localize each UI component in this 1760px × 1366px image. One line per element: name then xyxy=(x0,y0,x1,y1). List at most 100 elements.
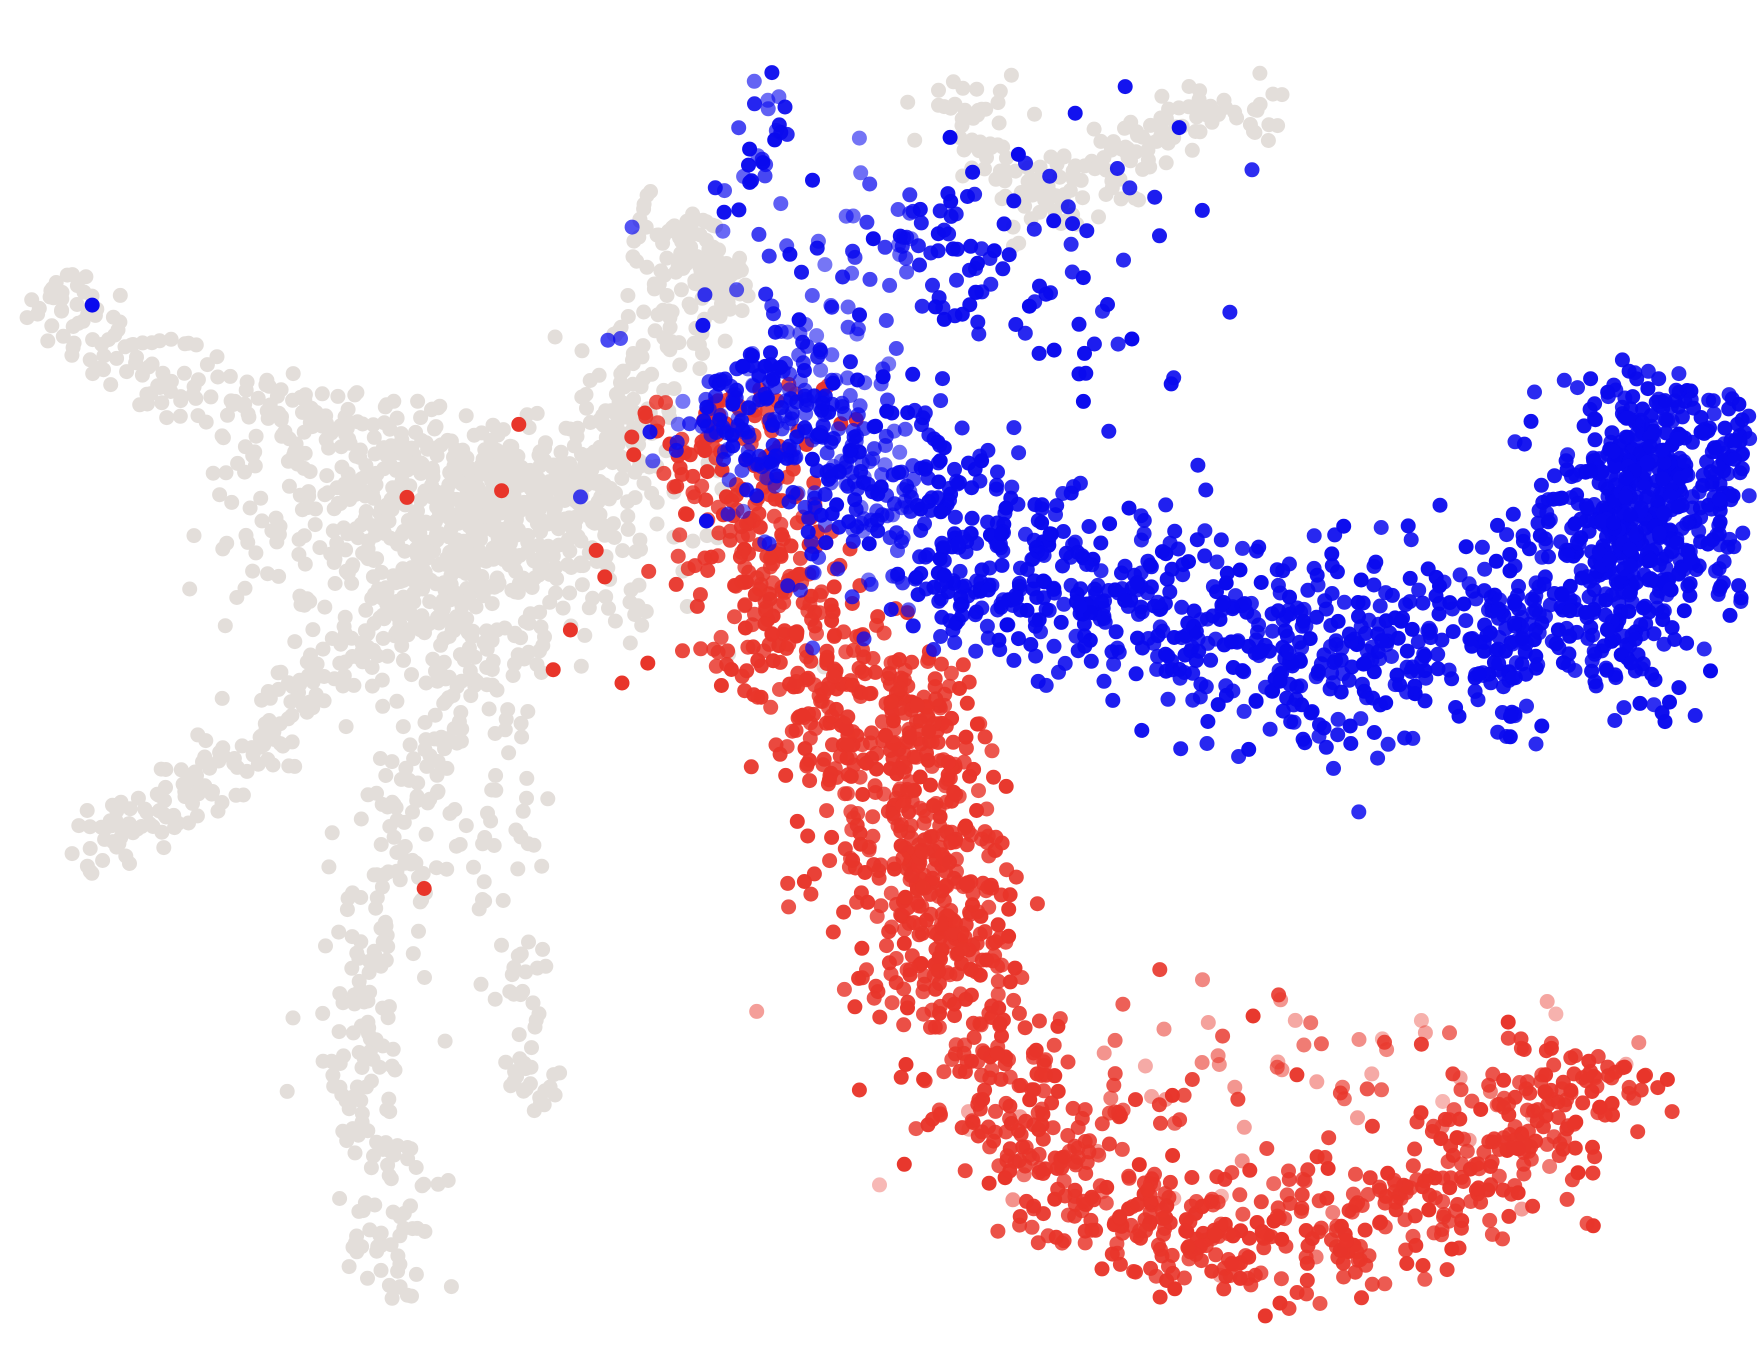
data-point xyxy=(1207,1226,1223,1242)
data-point xyxy=(1507,1119,1523,1135)
data-point xyxy=(501,523,517,539)
data-point xyxy=(1195,972,1210,988)
data-point xyxy=(381,1277,397,1293)
data-point xyxy=(979,150,994,165)
data-point xyxy=(129,349,144,365)
data-point xyxy=(1357,1222,1373,1238)
data-point xyxy=(874,467,890,483)
data-point xyxy=(711,242,727,258)
data-point xyxy=(924,758,940,774)
data-point xyxy=(1421,1202,1437,1218)
data-point xyxy=(1131,1157,1147,1173)
data-point xyxy=(593,479,609,495)
data-point xyxy=(1193,612,1209,628)
data-point xyxy=(417,564,433,580)
data-point xyxy=(370,1239,386,1254)
data-point xyxy=(1296,1037,1312,1053)
data-point xyxy=(331,924,347,940)
data-point xyxy=(374,672,390,688)
data-point xyxy=(402,1198,418,1214)
data-point xyxy=(1093,133,1109,149)
data-point xyxy=(755,566,771,582)
data-point xyxy=(1734,461,1750,477)
data-point xyxy=(1176,1087,1192,1103)
data-point xyxy=(529,960,545,976)
data-point xyxy=(1309,567,1325,583)
data-point xyxy=(308,687,324,703)
data-point xyxy=(1359,1081,1375,1097)
data-point xyxy=(977,924,993,940)
data-point xyxy=(69,278,85,294)
data-point xyxy=(739,515,754,531)
data-point xyxy=(562,543,578,559)
data-point xyxy=(1081,519,1097,534)
data-point xyxy=(990,95,1006,111)
data-point xyxy=(218,465,234,481)
data-point xyxy=(949,473,965,489)
data-point xyxy=(1037,192,1053,208)
data-point xyxy=(982,527,998,543)
data-point xyxy=(1060,1207,1076,1223)
data-point xyxy=(1399,643,1415,659)
data-point xyxy=(82,352,98,368)
data-point xyxy=(1514,1201,1530,1217)
data-point xyxy=(1159,1198,1175,1214)
data-point xyxy=(389,812,405,828)
data-point xyxy=(752,581,768,597)
data-point xyxy=(992,83,1008,99)
data-point xyxy=(857,375,873,391)
data-point xyxy=(1176,1270,1192,1286)
data-point xyxy=(272,716,288,732)
data-point xyxy=(494,937,509,953)
data-point xyxy=(368,1032,384,1048)
data-point xyxy=(1377,1276,1393,1292)
data-point xyxy=(382,421,398,437)
data-point xyxy=(336,1048,351,1064)
data-point xyxy=(1703,663,1718,679)
data-point xyxy=(109,350,125,366)
data-point xyxy=(1073,581,1089,597)
data-point xyxy=(473,976,489,992)
data-point xyxy=(1151,1097,1167,1113)
data-point xyxy=(376,513,392,529)
data-point xyxy=(454,721,470,737)
data-point xyxy=(1158,497,1174,513)
data-point xyxy=(838,644,854,660)
data-point xyxy=(636,304,652,320)
data-point xyxy=(807,618,823,634)
data-point xyxy=(1156,1021,1172,1037)
data-point xyxy=(1225,683,1241,699)
data-point xyxy=(931,593,947,609)
data-point xyxy=(797,741,813,757)
data-point xyxy=(1374,1082,1389,1098)
data-point xyxy=(626,447,642,463)
data-point xyxy=(1440,1154,1456,1170)
data-point xyxy=(284,734,300,750)
data-point xyxy=(486,519,502,535)
data-point xyxy=(390,536,406,552)
data-point xyxy=(683,227,699,243)
data-point xyxy=(1056,596,1072,612)
data-point xyxy=(486,838,502,853)
data-point xyxy=(1587,412,1603,428)
data-point xyxy=(1302,631,1318,647)
data-point xyxy=(103,377,119,393)
series-red-sparse xyxy=(749,962,1647,1283)
data-point xyxy=(43,283,59,299)
data-point xyxy=(1241,1249,1257,1265)
data-point xyxy=(442,805,458,821)
data-point xyxy=(1239,604,1255,620)
data-point xyxy=(824,708,840,724)
data-point xyxy=(864,725,880,741)
data-point xyxy=(884,919,900,935)
data-point xyxy=(354,1239,370,1255)
data-point xyxy=(1251,539,1267,555)
data-point xyxy=(1524,1108,1540,1123)
data-point xyxy=(1140,585,1155,601)
data-point xyxy=(1388,1194,1404,1210)
data-point xyxy=(1560,657,1576,673)
data-point xyxy=(1055,558,1070,574)
points-layer xyxy=(19,65,1758,1324)
data-point xyxy=(1293,1204,1309,1219)
data-point xyxy=(389,693,405,709)
